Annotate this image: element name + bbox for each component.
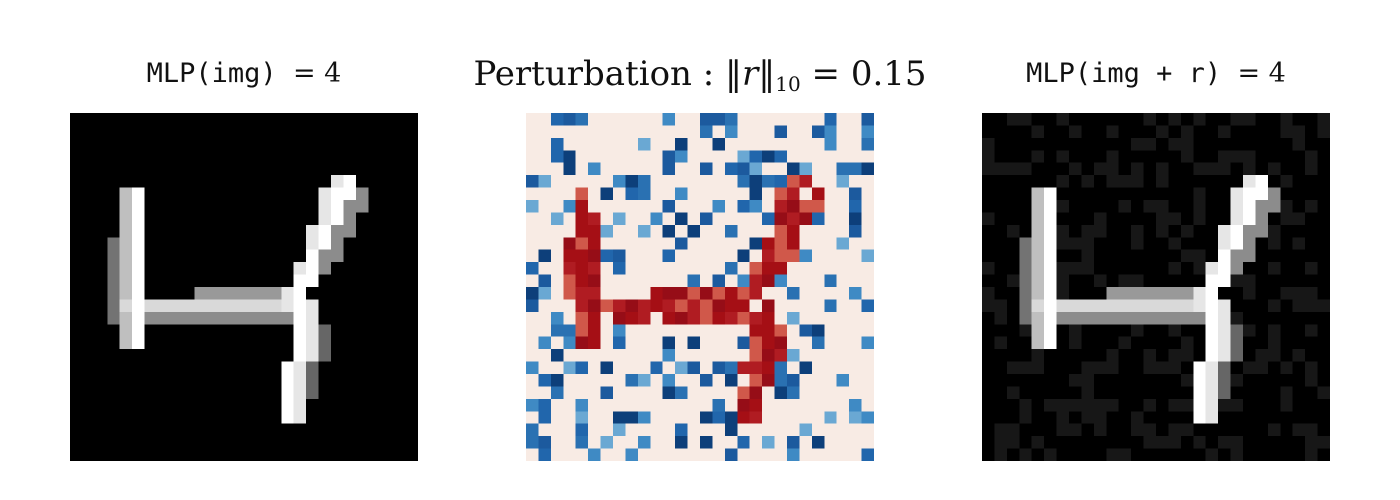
- original-prediction-label: MLP(img): [146, 58, 277, 89]
- perturbation-norm: ‖r‖10: [725, 54, 801, 96]
- original-prediction-title: MLP(img) = 4: [70, 52, 418, 96]
- perturbed-prediction-label: MLP(img + r): [1026, 58, 1222, 89]
- original-digit-canvas: [70, 113, 418, 461]
- perturbation-value: = 0.15: [811, 54, 927, 94]
- perturbation-canvas: [526, 113, 874, 461]
- perturbed-prediction-title: MLP(img + r) = 4: [982, 52, 1330, 96]
- perturbation-label: Perturbation :: [473, 54, 715, 94]
- original-digit-image: [70, 113, 418, 461]
- perturbed-prediction-value: = 4: [1237, 58, 1286, 89]
- perturbation-title: Perturbation : ‖r‖10 = 0.15: [470, 52, 930, 96]
- perturbation-norm-sub: 10: [775, 72, 801, 96]
- perturbed-digit-canvas: [982, 113, 1330, 461]
- perturbed-digit-image: [982, 113, 1330, 461]
- perturbation-norm-var: r: [742, 54, 759, 94]
- perturbation-heatmap: [526, 113, 874, 461]
- original-prediction-value: = 4: [292, 58, 342, 89]
